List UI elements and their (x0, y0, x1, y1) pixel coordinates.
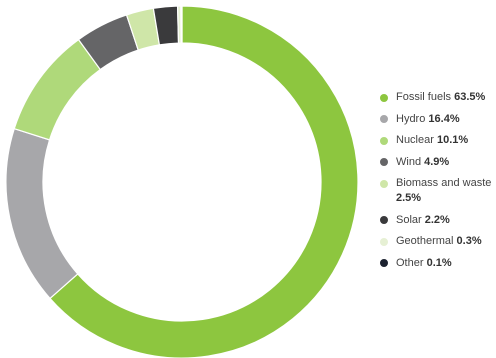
legend-marker (380, 136, 388, 145)
legend-label: Nuclear (396, 134, 434, 146)
legend-marker (380, 216, 388, 224)
legend-marker (380, 115, 388, 123)
legend-item-biomass-and-waste: Biomass and waste 2.5% (380, 176, 496, 206)
legend-label: Biomass and waste (396, 177, 492, 189)
slice-nuclear (13, 38, 102, 141)
legend-value: 0.3% (456, 235, 482, 247)
slice-fossil-fuels (49, 5, 359, 358)
legend-item-geothermal: Geothermal 0.3% (380, 234, 496, 249)
legend-label: Geothermal (396, 235, 454, 247)
legend-marker (380, 237, 388, 246)
legend-label: Hydro (396, 112, 426, 125)
legend-label: Wind (396, 155, 422, 168)
legend-marker (380, 158, 388, 166)
legend-value: 16.4% (428, 112, 460, 125)
legend-marker (380, 179, 388, 188)
legend-value: 2.2% (424, 213, 450, 226)
legend-marker (380, 259, 388, 267)
legend-value: 63.5% (454, 91, 486, 103)
legend-item-other: Other 0.1% (380, 256, 496, 271)
legend-item-solar: Solar 2.2% (380, 213, 496, 228)
legend-marker (380, 93, 388, 102)
chart-legend: Fossil fuels 63.5% Hydro 16.4% Nuclear 1… (380, 90, 496, 277)
legend-label: Other (396, 256, 424, 269)
slice-hydro (5, 127, 79, 300)
donut-chart (5, 5, 359, 358)
legend-value: 10.1% (436, 134, 469, 146)
legend-value: 0.1% (426, 256, 452, 269)
legend-item-fossil-fuels: Fossil fuels 63.5% (380, 90, 496, 105)
legend-item-hydro: Hydro 16.4% (380, 112, 496, 127)
legend-value: 2.5% (396, 192, 422, 204)
legend-value: 4.9% (424, 155, 450, 168)
legend-label: Solar (396, 213, 422, 226)
legend-item-wind: Wind 4.9% (380, 155, 496, 170)
slice-other (180, 5, 183, 44)
legend-item-nuclear: Nuclear 10.1% (380, 133, 496, 148)
legend-label: Fossil fuels (396, 91, 452, 103)
